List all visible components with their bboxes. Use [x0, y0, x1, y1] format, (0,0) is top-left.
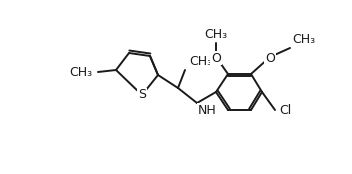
Text: CH₃: CH₃ — [205, 28, 227, 41]
Text: CH₃: CH₃ — [69, 65, 92, 78]
Text: CH₃: CH₃ — [189, 55, 212, 68]
Text: S: S — [138, 89, 146, 101]
Text: Cl: Cl — [279, 105, 291, 117]
Text: NH: NH — [198, 104, 217, 117]
Text: O: O — [211, 52, 221, 65]
Text: O: O — [265, 52, 275, 65]
Text: CH₃: CH₃ — [292, 33, 315, 46]
